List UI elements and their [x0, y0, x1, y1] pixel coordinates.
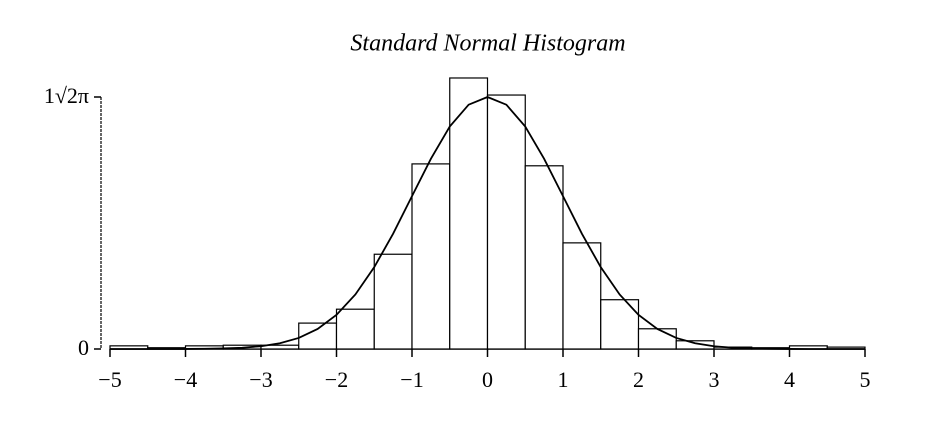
- x-tick-label: −1: [400, 367, 423, 392]
- x-tick-label: 1: [558, 367, 569, 392]
- chart-title: Standard Normal Histogram: [350, 31, 625, 57]
- density-curve: [110, 96, 865, 350]
- bar: [675, 340, 715, 350]
- bar: [600, 299, 640, 350]
- bar: [486, 94, 526, 350]
- bar: [411, 163, 451, 350]
- x-tick-label: 2: [633, 367, 644, 392]
- x-tick-label: −2: [325, 367, 348, 392]
- bar: [373, 253, 413, 350]
- x-tick-label: −5: [98, 367, 121, 392]
- x-tick-label: −4: [174, 367, 197, 392]
- x-tick-label: 5: [860, 367, 871, 392]
- x-tick-label: −3: [249, 367, 272, 392]
- y-tick-label: 1√2π: [44, 83, 89, 108]
- x-tick-label: 3: [709, 367, 720, 392]
- x-tick-label: 0: [482, 367, 493, 392]
- y-tick-label: 0: [78, 335, 89, 360]
- bar: [335, 308, 375, 350]
- bar: [524, 165, 564, 350]
- x-tick-label: 4: [784, 367, 795, 392]
- bar: [562, 242, 602, 350]
- bar: [637, 328, 677, 350]
